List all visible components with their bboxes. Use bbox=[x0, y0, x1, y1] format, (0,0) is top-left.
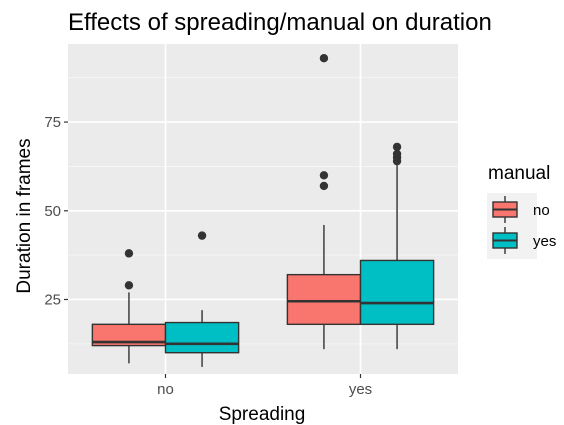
y-axis: 25 50 75 bbox=[44, 114, 68, 308]
outlier-point bbox=[393, 143, 401, 151]
outlier-point bbox=[320, 182, 328, 190]
y-tick-label: 25 bbox=[44, 291, 61, 308]
box-iqr bbox=[361, 260, 434, 324]
x-tick-label: yes bbox=[349, 381, 372, 398]
legend-label: no bbox=[533, 202, 550, 219]
box-iqr bbox=[166, 323, 239, 353]
outlier-point bbox=[198, 231, 206, 239]
legend-title: manual bbox=[488, 163, 550, 184]
x-axis: no yes bbox=[157, 374, 372, 398]
x-axis-title: Spreading bbox=[219, 404, 306, 425]
outlier-point bbox=[320, 54, 328, 62]
outlier-point bbox=[320, 171, 328, 179]
legend-label: yes bbox=[533, 233, 556, 250]
y-tick-label: 50 bbox=[44, 203, 61, 220]
y-axis-title: Duration in frames bbox=[14, 138, 35, 293]
outlier-point bbox=[125, 249, 133, 257]
chart-title: Effects of spreading/manual on duration bbox=[68, 9, 492, 36]
box-iqr bbox=[287, 275, 360, 325]
outlier-point bbox=[125, 281, 133, 289]
legend: manual no yes bbox=[487, 163, 556, 259]
x-tick-label: no bbox=[157, 381, 174, 398]
y-tick-label: 75 bbox=[44, 114, 61, 131]
